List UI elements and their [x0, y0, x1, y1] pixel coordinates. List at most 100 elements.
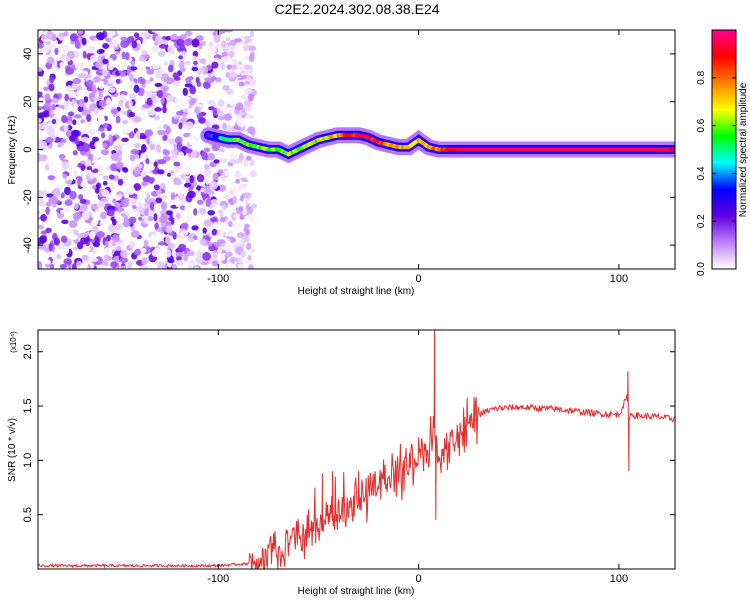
noise-blob [57, 143, 62, 148]
y-tick-label: 1.5 [22, 398, 34, 413]
noise-blob [199, 238, 207, 245]
noise-blob [184, 121, 194, 130]
noise-blob [39, 47, 48, 55]
snr-y-multiplier: (x10⁴) [9, 331, 18, 353]
noise-blob [155, 70, 163, 79]
spectrogram-y-label: Frequency (Hz) [7, 116, 18, 185]
noise-blob [111, 218, 117, 226]
noise-blob [245, 204, 250, 211]
noise-blob [62, 173, 68, 179]
noise-blob [211, 228, 218, 236]
noise-blob [191, 38, 200, 48]
noise-blob [148, 263, 155, 269]
noise-blob [73, 229, 79, 236]
noise-blob [120, 59, 128, 68]
noise-blob [129, 73, 134, 82]
noise-blob [216, 248, 223, 253]
noise-blob [237, 81, 245, 87]
noise-blob [226, 64, 232, 70]
noise-blob [236, 87, 245, 97]
noise-blob [162, 134, 168, 141]
noise-blob [156, 261, 165, 269]
noise-blob [184, 205, 193, 212]
noise-blob [182, 112, 187, 118]
noise-blob [247, 126, 256, 135]
noise-blob [178, 122, 183, 130]
noise-blob [61, 161, 69, 170]
noise-blob [223, 194, 231, 199]
noise-blob [189, 260, 196, 266]
noise-blob [52, 177, 60, 187]
noise-blob [157, 124, 163, 130]
noise-blob [77, 163, 83, 168]
noise-blob [130, 148, 140, 155]
noise-blob [182, 166, 192, 175]
noise-blob [237, 257, 243, 264]
noise-blob [198, 117, 206, 124]
noise-blob [129, 154, 136, 162]
noise-blob [246, 199, 255, 204]
noise-blob [176, 255, 182, 262]
colorbar: 0.0 0.2 0.4 0.6 0.8 Normalized spectral ampl… [696, 29, 749, 276]
noise-blob [38, 118, 42, 123]
noise-blob [233, 80, 239, 89]
noise-blob [115, 245, 122, 252]
noise-blob [146, 68, 155, 75]
noise-blob [226, 187, 230, 196]
noise-blob [61, 219, 69, 225]
noise-blob [205, 198, 212, 207]
noise-blob [95, 61, 104, 69]
y-tick-label: 20 [22, 96, 34, 108]
noise-blob [170, 149, 178, 156]
noise-blob [243, 64, 252, 70]
noise-blob [182, 108, 190, 113]
noise-blob [87, 128, 96, 137]
noise-blob [225, 251, 233, 257]
noise-blob [71, 82, 78, 90]
colorbar-tick-label: 0.6 [696, 118, 707, 132]
noise-blob [64, 186, 71, 196]
noise-blob [104, 240, 109, 247]
noise-blob [205, 177, 210, 185]
noise-blob [196, 250, 204, 258]
noise-blob [60, 235, 68, 243]
noise-blob [63, 31, 69, 37]
noise-blob [95, 147, 102, 152]
noise-blob [218, 89, 223, 97]
noise-blob [43, 102, 52, 110]
noise-blob [133, 32, 140, 39]
noise-blob [144, 208, 149, 217]
noise-blob [178, 151, 185, 159]
noise-blob [246, 242, 252, 250]
noise-blob [130, 60, 136, 67]
noise-blob [127, 198, 136, 203]
noise-blob [189, 85, 197, 95]
noise-blob [48, 242, 53, 252]
noise-blob [181, 222, 189, 230]
noise-blob [151, 30, 161, 33]
noise-blob [48, 110, 54, 117]
noise-blob [236, 232, 245, 238]
noise-blob [160, 96, 165, 105]
noise-blob [54, 88, 62, 94]
snr-y-ticks: 0.5 1.0 1.5 2.0 [22, 344, 675, 522]
colorbar-label: Normalized spectral amplitude [738, 82, 749, 217]
noise-blob [174, 115, 180, 120]
y-tick-label: -20 [22, 189, 34, 205]
noise-blob [178, 243, 187, 251]
noise-blob [128, 132, 135, 139]
y-tick-label: 0 [22, 146, 34, 152]
noise-blob [159, 39, 168, 45]
noise-blob [38, 97, 46, 105]
noise-blob [108, 87, 116, 93]
noise-blob [141, 257, 148, 265]
noise-blob [167, 64, 174, 73]
noise-blob [63, 246, 70, 255]
noise-blob [38, 112, 47, 118]
noise-blob [195, 76, 200, 84]
noise-blob [199, 163, 205, 168]
noise-blob [122, 167, 129, 173]
noise-blob [173, 76, 181, 81]
noise-blob [227, 261, 234, 269]
noise-blob [179, 34, 187, 40]
